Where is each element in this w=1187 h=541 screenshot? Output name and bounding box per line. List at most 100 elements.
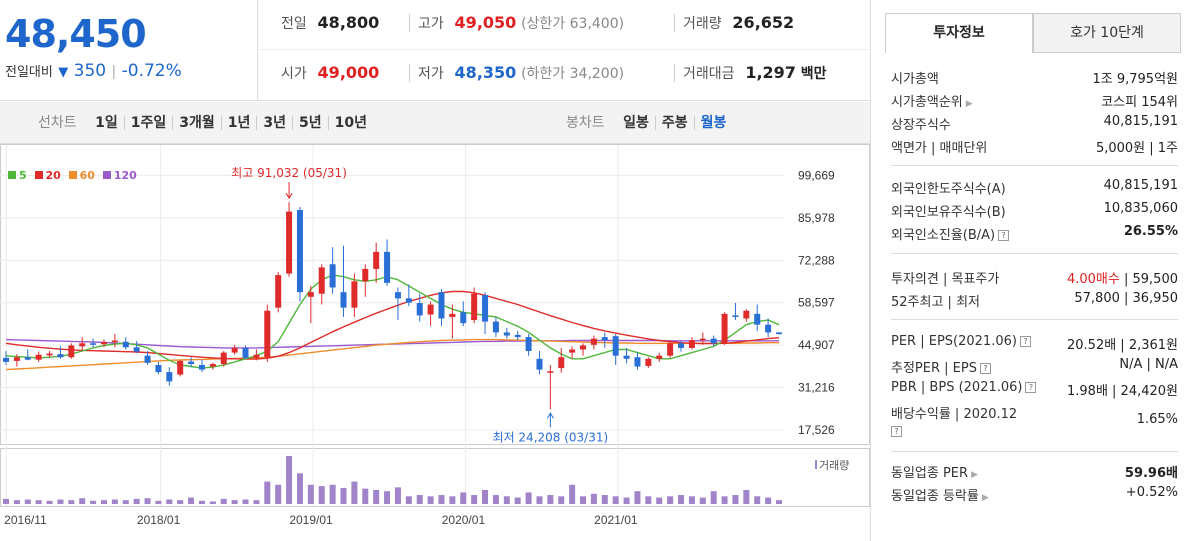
candle-body [100,342,107,345]
candle-body [24,357,31,360]
volume-bar [678,495,685,504]
volume-bar [492,495,499,504]
period-button[interactable]: 1주일 [123,116,173,130]
info-row: 상장주식수 40,815,191 [891,110,1178,133]
candle-body [209,364,216,367]
info-row[interactable]: 동일업종 PER ▶ 59.96배 [891,458,1178,481]
volume-legend-swatch [815,460,817,469]
info-label-text: 동일업종 등락률 [891,489,979,504]
volume-bar [373,489,380,504]
info-value: 40,815,191 [1103,178,1178,193]
candle-body [90,343,97,345]
tab-order-book[interactable]: 호가 10단계 [1033,13,1181,53]
candle-body [264,310,271,358]
volume-bar [220,498,227,504]
volume-bar [35,500,42,504]
info-value: +0.52% [1125,485,1178,500]
info-label-text: PER | EPS(2021.06) [891,334,1017,349]
volume-value: 26,652 [732,13,795,32]
ma20-line [5,290,780,360]
info-label: 외국인한도주식수(A) [891,182,1006,197]
candle-body [710,338,717,344]
x-tick-label: 2021/01 [594,513,638,527]
candle-body [503,332,510,336]
down-arrow-icon: ▼ [58,65,69,80]
period-button[interactable]: 3개월 [172,116,221,130]
candle-body [569,349,576,353]
volume-bar [667,496,674,504]
period-button[interactable]: 3년 [256,116,292,130]
volume-bar [754,496,761,504]
info-label: 추정PER | EPS? [891,357,991,376]
candle-body [286,211,293,274]
candle-body [144,355,151,363]
candle-daily-button[interactable]: 일봉 [623,115,649,131]
help-icon[interactable]: ? [1019,336,1031,347]
info-value: 1조 9,795억원 [1092,72,1179,87]
candle-body [547,371,554,373]
info-value: 59.96배 [1124,466,1178,481]
candle-body [612,336,619,356]
candle-body [111,340,118,343]
ma5-swatch [8,171,16,179]
candle-body [645,358,652,366]
opinion-section: 투자의견 | 목표주가 4.00매수 | 59,500 52주최고 | 최저 57,… [891,264,1178,320]
candle-body [754,313,761,325]
amount-unit: 백만 [800,66,827,82]
change-percent: -0.72% [121,61,182,81]
volume-bar [57,499,64,504]
candle-body [220,352,227,365]
volume-bar [307,484,314,504]
ma5-legend: 5 [19,169,27,182]
info-label-text: 시가총액순위 [891,95,963,110]
help-icon[interactable]: ? [891,426,902,437]
volume-bar [264,481,271,504]
volume-bar [536,496,543,504]
info-row: 시가총액 1조 9,795억원 [891,64,1178,87]
ma20-legend: 20 [45,169,61,182]
period-button[interactable]: 10년 [327,116,373,130]
help-icon[interactable]: ? [998,230,1010,241]
candle-chart-periods: 봉차트 일봉 주봉 월봉 [566,102,732,144]
volume-bar [362,488,369,504]
volume-bar [547,495,554,504]
info-row[interactable]: 시가총액순위 ▶ 코스피 154위 [891,87,1178,110]
candle-monthly-button[interactable]: 월봉 [693,116,733,130]
panel-tabs: 투자정보 호가 10단계 [885,13,1182,53]
y-tick-label: 99,669 [798,168,835,182]
low-label: 저가 [418,66,444,82]
volume-bar [438,495,445,504]
candle-body [721,313,728,344]
volume-bar [133,498,140,504]
tab-investment-info[interactable]: 투자정보 [885,13,1033,53]
volume-bar [765,497,772,504]
info-label: 시가총액 [891,72,939,87]
help-icon[interactable]: ? [979,363,991,374]
trade-amount: 거래대금 1,297 백만 [674,64,826,82]
candle-body [776,332,782,335]
period-button[interactable]: 5년 [292,116,328,130]
divider: | [111,64,117,80]
candle-body [373,251,380,269]
info-row[interactable]: 동일업종 등락률 ▶ +0.52% [891,481,1178,504]
high-value: 49,050 [454,13,517,32]
candle-weekly-button[interactable]: 주봉 [654,116,694,130]
help-icon[interactable]: ? [1025,382,1037,393]
period-button[interactable]: 1년 [220,116,257,130]
prev-close-label: 전일 [281,16,307,32]
candle-body [318,267,325,294]
candle-chart-label: 봉차트 [566,115,605,131]
volume-bar [503,496,510,504]
ma120-legend: 120 [113,169,137,182]
period-button[interactable]: 1일 [95,115,118,131]
volume-bar [394,487,401,504]
volume-bar [122,500,129,504]
volume-bar [296,473,303,504]
info-row: 액면가 | 매매단위 5,000원 | 1주 [891,133,1178,156]
valuation-section: PER | EPS(2021.06)? 20.52배 | 2,361원 추정PER… [891,330,1178,452]
volume-bar [384,491,391,504]
candle-body [427,304,434,315]
candle-body [384,251,391,283]
volume-bar [253,500,260,504]
chevron-right-icon: ▶ [981,493,989,503]
